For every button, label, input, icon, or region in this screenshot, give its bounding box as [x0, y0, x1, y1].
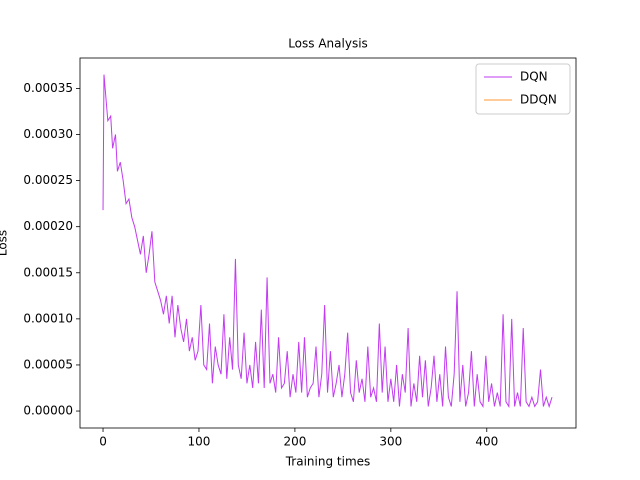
plot-frame [79, 57, 577, 429]
y-tick-label: 0.00015 [23, 265, 73, 279]
y-tick-label: 0.00005 [23, 357, 73, 371]
y-tick-label: 0.00035 [23, 81, 73, 95]
y-tick-label: 0.00025 [23, 173, 73, 187]
data-line [102, 74, 553, 409]
x-tick-label: 200 [283, 435, 306, 449]
x-tick-label: 400 [475, 435, 498, 449]
y-tick-label: 0.00000 [23, 404, 73, 418]
x-tick-label: 300 [379, 435, 402, 449]
y-axis-label: Loss [0, 230, 10, 256]
chart-title: Loss Analysis [288, 37, 368, 51]
legend-label: DDQN [520, 93, 557, 107]
x-tick-label: 100 [188, 435, 211, 449]
x-tick-label: 0 [99, 435, 107, 449]
x-axis-label: Training times [285, 455, 371, 469]
legend-label: DQN [520, 70, 548, 84]
y-tick-label: 0.00020 [23, 219, 73, 233]
y-tick-label: 0.00030 [23, 127, 73, 141]
y-tick-label: 0.00010 [23, 311, 73, 325]
